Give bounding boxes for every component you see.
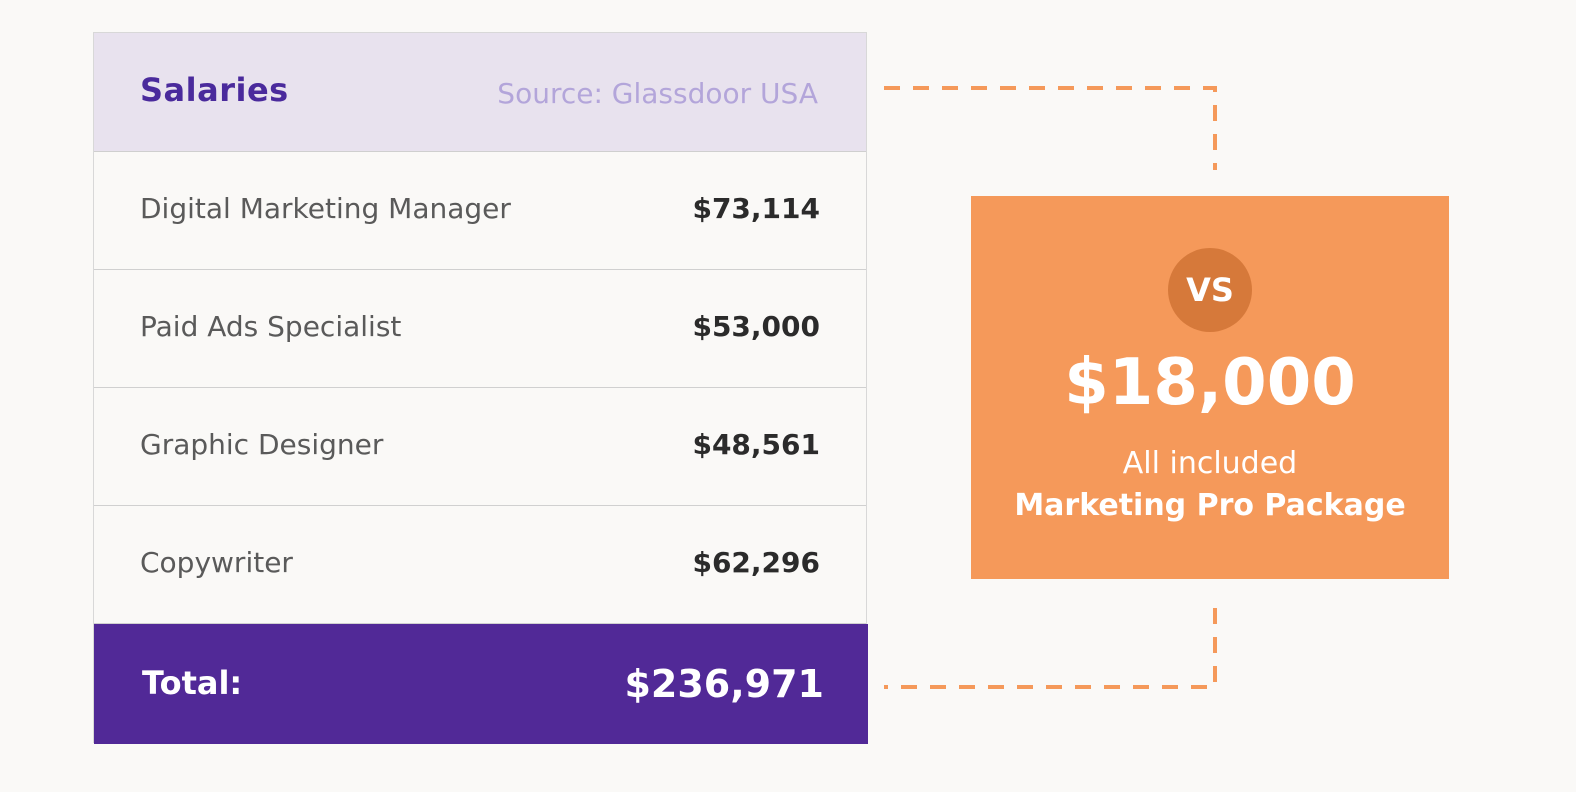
package-name: Marketing Pro Package bbox=[1014, 488, 1406, 523]
connector-bottom bbox=[884, 608, 1217, 689]
connector-top bbox=[884, 86, 1217, 170]
row-label: Graphic Designer bbox=[140, 428, 384, 461]
comparison-box: VS $18,000 All included Marketing Pro Pa… bbox=[971, 196, 1449, 579]
package-line1: All included bbox=[1122, 446, 1298, 481]
salary-table: Salaries Source: Glassdoor USA Digital M… bbox=[93, 32, 868, 744]
row-label: Paid Ads Specialist bbox=[140, 310, 402, 343]
row-value: $53,000 bbox=[692, 310, 820, 343]
table-source: Source: Glassdoor USA bbox=[497, 77, 818, 110]
row-label: Copywriter bbox=[140, 546, 293, 579]
total-label: Total: bbox=[142, 664, 243, 702]
table-row: Digital Marketing Manager $73,114 bbox=[94, 152, 866, 270]
table-row: Graphic Designer $48,561 bbox=[94, 388, 866, 506]
table-header: Salaries Source: Glassdoor USA bbox=[94, 33, 866, 152]
total-row: Total: $236,971 bbox=[94, 624, 868, 744]
vs-badge: VS bbox=[1168, 248, 1252, 332]
row-value: $48,561 bbox=[692, 428, 820, 461]
package-price: $18,000 bbox=[1064, 346, 1356, 420]
row-label: Digital Marketing Manager bbox=[140, 192, 511, 225]
total-value: $236,971 bbox=[624, 662, 824, 706]
row-value: $73,114 bbox=[692, 192, 820, 225]
table-row: Paid Ads Specialist $53,000 bbox=[94, 270, 866, 388]
table-row: Copywriter $62,296 bbox=[94, 506, 866, 624]
table-title: Salaries bbox=[140, 71, 289, 109]
row-value: $62,296 bbox=[692, 546, 820, 579]
